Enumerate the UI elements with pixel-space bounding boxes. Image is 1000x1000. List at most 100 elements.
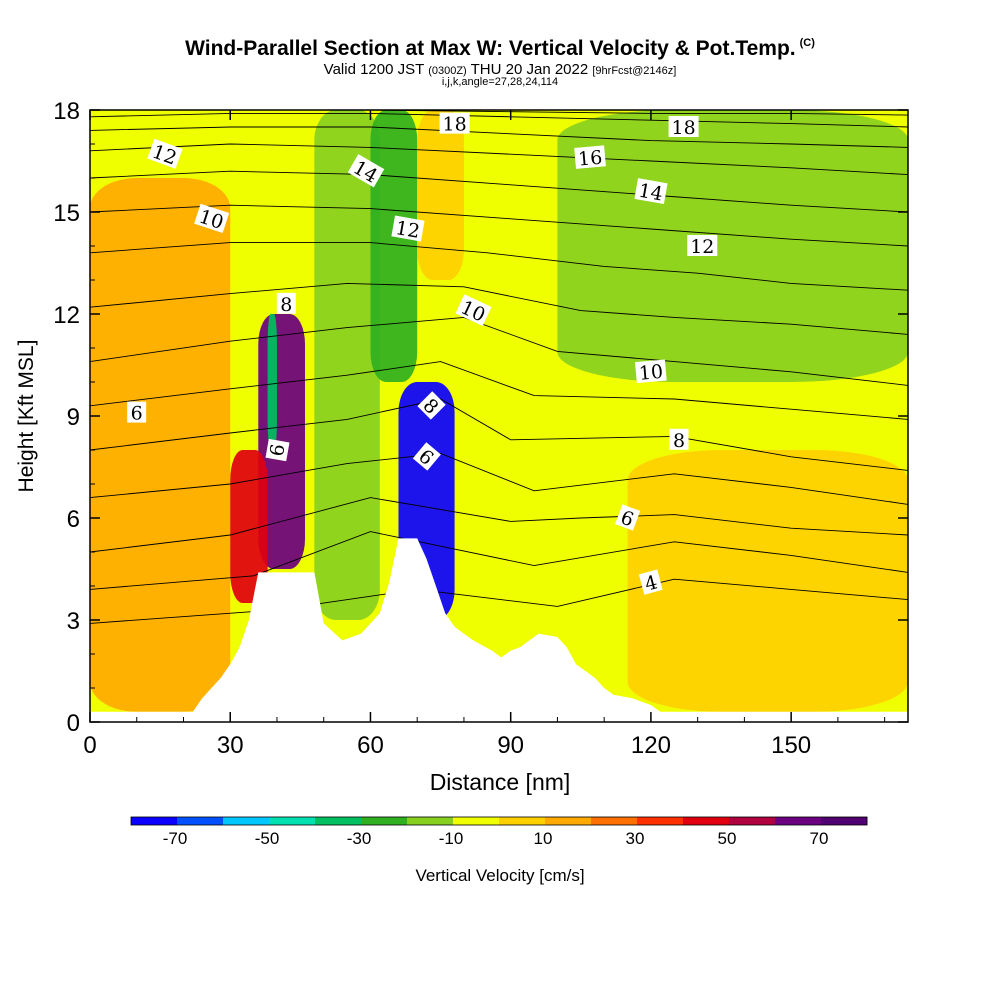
contour-label-bg (194, 203, 230, 233)
x-tick-label: 150 (771, 732, 811, 759)
y-tick-label: 6 (67, 506, 80, 533)
contour-label-text: 9 (264, 442, 288, 458)
x-tick-label: 30 (217, 732, 244, 759)
chart-subtitle: Valid 1200 JST (0300Z) THU 20 Jan 2022 [… (0, 61, 1000, 78)
theta-contour-6 (90, 497, 908, 553)
colorbar-tick-label: -70 (163, 829, 188, 848)
valid-day: THU 20 Jan 2022 (470, 61, 589, 78)
y-tick-label: 15 (53, 200, 80, 227)
forecast-info: [9hrFcst@2146z] (592, 65, 677, 77)
contour-label-12: 18 (668, 116, 699, 139)
contour-label-16: 8 (669, 428, 689, 452)
y-tick-label: 18 (53, 98, 80, 125)
terrain (90, 538, 908, 722)
contour-label-bg (615, 504, 641, 531)
colorbar-tick-label: -30 (347, 829, 372, 848)
x-tick-label: 90 (497, 732, 524, 759)
theta-contour-14 (90, 170, 908, 213)
y-tick-label: 3 (67, 608, 80, 635)
y-tick-label: 0 (67, 710, 80, 737)
contour-label-text: 10 (638, 361, 664, 385)
colorbar-bin (177, 817, 224, 825)
x-axis-label: Distance [nm] (430, 769, 571, 795)
contour-label-bg (687, 235, 718, 256)
velocity-region-7 (417, 110, 464, 280)
contour-label-13: 14 (634, 178, 668, 206)
valid-zulu: (0300Z) (428, 65, 467, 77)
contour-label-bg (455, 294, 492, 327)
contour-label-bg (668, 116, 699, 137)
theta-contour-8 (90, 398, 908, 471)
contour-label-bg (439, 112, 470, 134)
velocity-region-2 (230, 450, 268, 603)
colorbar-frame (130, 816, 868, 826)
velocity-region-8 (557, 110, 908, 382)
contour-label-bg (412, 442, 441, 471)
contour-label-text: 12 (394, 217, 422, 243)
colorbar-bin (361, 817, 408, 825)
x-tick-label: 120 (631, 732, 671, 759)
colorbar-bin (269, 817, 316, 825)
contour-label-14: 12 (687, 235, 718, 258)
contour-label-6: 12 (391, 215, 425, 243)
theta-contour-18 (90, 110, 908, 116)
contour-label-bg (634, 359, 667, 384)
theta-contour-5 (90, 531, 908, 590)
colorbar-tick-label: 10 (534, 829, 553, 848)
contour-label-bg (147, 138, 183, 169)
colorbar-tick-label: -50 (255, 829, 280, 848)
colorbar-tick-label: 70 (810, 829, 829, 848)
colorbar-bin (223, 817, 270, 825)
colorbar-bin (637, 817, 684, 825)
chart-title: Wind-Parallel Section at Max W: Vertical… (0, 37, 1000, 61)
colorbar-bin (775, 817, 822, 825)
contour-label-bg (638, 569, 663, 595)
contour-label-text: 16 (577, 147, 603, 171)
contour-label-text: 8 (673, 430, 685, 452)
contour-label-bg (574, 145, 606, 169)
colorbar-bin (591, 817, 638, 825)
colorbar-tick-label: 50 (718, 829, 737, 848)
contour-label-17: 6 (615, 504, 641, 531)
velocity-region-3 (267, 314, 277, 450)
copyright-mark: (C) (799, 37, 815, 49)
contour-label-bg (417, 391, 446, 420)
colorbar-bin (407, 817, 454, 825)
contour-label-7: 18 (439, 112, 470, 136)
valid-time: Valid 1200 JST (323, 61, 425, 78)
theta-contour-12 (90, 242, 908, 291)
velocity-region-6 (370, 110, 418, 382)
colorbar-bin (683, 817, 730, 825)
colorbar-bin (729, 817, 776, 825)
x-tick-label: 0 (83, 732, 96, 759)
axes: 0 30 60 90 120 150 0 3 6 9 12 15 18 (53, 98, 908, 759)
contour-label-text: 18 (443, 114, 467, 136)
contour-label-bg (347, 154, 385, 188)
contour-label-bg (669, 428, 689, 450)
contour-label-text: 12 (690, 236, 714, 258)
terrain-profile (90, 538, 908, 722)
grid-indices: i,j,k,angle=27,28,24,114 (441, 76, 559, 88)
contour-label-1: 10 (194, 203, 230, 234)
contour-label-2: 8 (276, 292, 296, 316)
velocity-field (90, 110, 908, 722)
colorbar-bin (315, 817, 362, 825)
contour-label-18: 4 (638, 569, 663, 596)
contour-label-text: 18 (672, 117, 696, 139)
contour-label-15: 10 (634, 359, 667, 385)
theta-contour-15 (90, 143, 908, 176)
colorbar-bin (131, 817, 178, 825)
theta-contour-9 (90, 361, 908, 420)
contour-label-bg (391, 215, 425, 242)
velocity-region-4 (314, 110, 380, 620)
contour-label-10: 6 (412, 442, 441, 471)
colorbar-bin (453, 817, 500, 825)
contour-label-3: 6 (127, 401, 147, 425)
velocity-region-0 (90, 178, 231, 712)
contour-label-11: 16 (574, 145, 606, 171)
colorbar: -70 -50 -30 -10 10 30 50 70 (130, 816, 868, 848)
contour-label-bg (127, 401, 147, 423)
colorbar-bin (545, 817, 592, 825)
colorbar-bin (821, 817, 868, 825)
